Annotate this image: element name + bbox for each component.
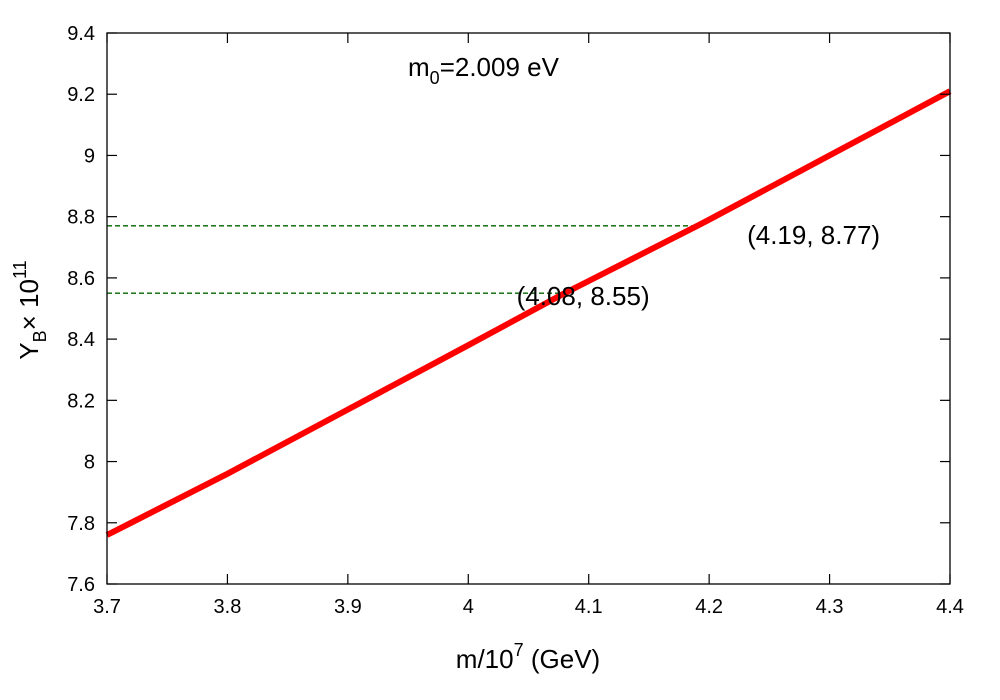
- x-tick-label: 3.9: [334, 596, 362, 618]
- y-tick-label: 9: [84, 145, 95, 167]
- series-line: [105, 88, 952, 538]
- x-tick-label: 4: [463, 596, 474, 618]
- y-tick-label: 9.4: [67, 23, 95, 45]
- series-layer: [105, 88, 952, 538]
- x-tick-label: 3.7: [93, 596, 121, 618]
- point-annotation: (4.08, 8.55): [517, 281, 650, 311]
- x-axis-title-post: (GeV): [524, 644, 601, 674]
- x-tick-label: 4.3: [816, 596, 844, 618]
- x-tick-label: 4.1: [575, 596, 603, 618]
- y-tick-label: 7.6: [67, 574, 95, 596]
- y-tick-label: 8: [84, 452, 95, 474]
- chart-title: m0=2.009 eV: [408, 52, 560, 88]
- y-axis-title-sub: B: [30, 330, 50, 342]
- chart-title-main: m: [408, 52, 430, 82]
- reference-lines: [107, 225, 698, 294]
- y-axis-title-mid: × 10: [14, 279, 44, 330]
- tick-layer: 3.7 3.8 3.9 4 4.1 4.2 4.3 4.4 7.6 7.8 8 8.2 8.4 8.6 8.…: [67, 23, 964, 618]
- x-tick-label: 4.2: [695, 596, 723, 618]
- y-tick-label: 9.2: [67, 84, 95, 106]
- x-axis-title-sup: 7: [514, 640, 524, 660]
- y-axis-title-sup: 11: [10, 260, 30, 279]
- y-tick-label: 8.6: [67, 268, 95, 290]
- y-tick-label: 8.4: [67, 329, 95, 351]
- y-axis-title-main: Y: [14, 342, 44, 359]
- x-tick-label: 4.4: [936, 596, 964, 618]
- chart-title-sub: 0: [430, 68, 440, 88]
- plot-frame: [106, 32, 951, 585]
- x-axis-title-pre: m/10: [456, 644, 514, 674]
- point-annotation: (4.19, 8.77): [747, 220, 880, 250]
- y-tick-label: 8.8: [67, 207, 95, 229]
- x-tick-label: 3.8: [214, 596, 242, 618]
- y-tick-label: 8.2: [67, 390, 95, 412]
- y-axis-title: YB× 1011: [10, 260, 50, 359]
- x-axis-title: m/107 (GeV): [456, 640, 600, 674]
- y-tick-label: 7.8: [67, 513, 95, 535]
- annotation-layer: (4.19, 8.77) (4.08, 8.55): [517, 220, 880, 311]
- chart-title-rest: =2.009 eV: [440, 52, 560, 82]
